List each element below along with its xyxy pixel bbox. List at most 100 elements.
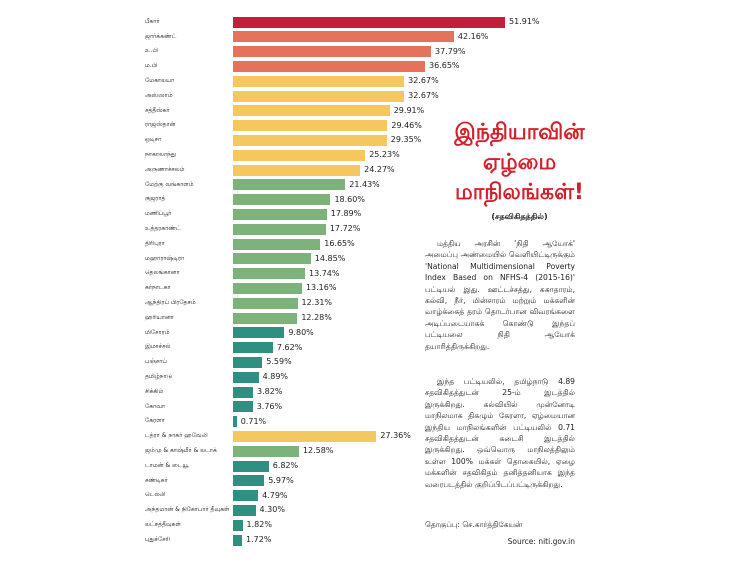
- category-label: மேற்கு வங்காளம்: [145, 180, 194, 188]
- category-label: ஜார்க்கண்ட்: [145, 32, 177, 40]
- chart-title: இந்தியாவின் ஏழ்மை மாநிலங்கள்!: [454, 120, 585, 205]
- bar: [233, 16, 505, 28]
- value-label: 1.82%: [246, 520, 272, 530]
- bar: [233, 490, 259, 502]
- category-label: திரிபுரா: [145, 239, 165, 247]
- value-label: 4.30%: [259, 505, 285, 515]
- category-label: ஹரியானா: [145, 313, 174, 321]
- value-label: 7.62%: [276, 342, 303, 352]
- value-label: 1.72%: [246, 535, 272, 544]
- value-label: 5.97%: [268, 475, 294, 485]
- category-label: கேரளா: [145, 417, 165, 425]
- category-label: மேகாலயா: [145, 76, 175, 84]
- bar: [233, 75, 405, 87]
- bar: [233, 223, 326, 235]
- bar: [233, 460, 269, 472]
- bar: [233, 238, 321, 250]
- chart-subtitle: (சதவிகிதத்தில்): [491, 212, 548, 221]
- category-label: டெல்லி: [145, 491, 166, 499]
- category-label: அஸ்ஸாம்: [145, 91, 173, 99]
- value-label: 13.74%: [308, 268, 340, 278]
- value-label: 37.79%: [435, 46, 466, 56]
- bar: [233, 445, 299, 457]
- value-label: 4.79%: [262, 490, 288, 500]
- category-label: இமாச்சல்: [145, 343, 171, 351]
- bar: [233, 90, 405, 102]
- value-label: 14.85%: [314, 253, 346, 263]
- bar: [233, 475, 265, 487]
- bar: [233, 253, 311, 265]
- category-label: மிசோரம்: [145, 328, 170, 336]
- category-label: தமிழ்நாடு: [145, 372, 172, 380]
- bar: [233, 179, 346, 191]
- value-label: 12.28%: [301, 313, 332, 322]
- value-label: 0.71%: [240, 416, 267, 426]
- category-label: சிக்கிம்: [145, 387, 164, 395]
- category-label: டத்ரா & நாகர் ஹவேலி: [145, 432, 208, 440]
- category-label: சத்தீஸ்கர்: [145, 106, 170, 114]
- bar: [233, 60, 426, 72]
- category-label: உ.பி: [145, 47, 158, 55]
- bar: [233, 519, 243, 531]
- bar: [233, 534, 242, 546]
- value-label: 12.58%: [302, 446, 334, 456]
- value-label: 24.27%: [364, 165, 395, 174]
- value-label: 3.76%: [256, 401, 283, 411]
- value-label: 4.89%: [262, 372, 289, 382]
- value-label: 42.16%: [457, 31, 489, 41]
- value-label: 16.65%: [324, 239, 355, 248]
- bar: [233, 386, 254, 398]
- credit: தொகுப்பு: செ.கார்த்திகேயன்: [425, 520, 523, 529]
- bar: [233, 134, 387, 146]
- bar: [233, 342, 273, 354]
- bar: [233, 149, 366, 161]
- category-label: ராஜஸ்தான்: [145, 121, 176, 129]
- category-label: ஜம்மு & காஷ்மீர் & லடாக்: [145, 446, 217, 454]
- bar: [233, 312, 298, 324]
- value-label: 36.65%: [429, 61, 460, 71]
- category-label: ஆந்திரப் பிரதேசம்: [145, 298, 196, 306]
- value-label: 5.59%: [266, 357, 292, 367]
- category-label: நாகாலாந்து: [145, 150, 177, 158]
- category-label: உத்தரகாண்ட்: [145, 224, 181, 232]
- source: Source: niti.gov.in: [507, 537, 575, 546]
- value-label: 29.35%: [390, 135, 422, 145]
- category-label: லட்சத்தீவுகள்: [145, 520, 181, 528]
- bar: [233, 356, 263, 368]
- bar: [233, 416, 237, 428]
- category-label: குஜராத்: [145, 195, 166, 203]
- value-label: 29.46%: [391, 120, 422, 130]
- bar: [233, 430, 377, 442]
- category-label: மணிப்பூர்: [145, 210, 172, 218]
- value-label: 17.89%: [330, 209, 362, 219]
- bar: [233, 120, 388, 132]
- category-label: அந்தமான் & நிகோபார் தீவுகள்: [145, 506, 230, 514]
- category-label: ம.பி: [145, 62, 158, 70]
- value-label: 13.16%: [305, 283, 337, 293]
- bar: [233, 327, 285, 339]
- value-label: 25.23%: [369, 150, 400, 160]
- value-label: 9.80%: [288, 327, 314, 337]
- value-label: 32.67%: [408, 76, 439, 86]
- category-label: பீகார்: [145, 17, 160, 25]
- value-label: 51.91%: [509, 17, 540, 26]
- category-label: அருணாச்சலம்: [145, 165, 185, 173]
- category-label: சண்டிகர்: [145, 476, 168, 484]
- value-label: 18.60%: [334, 194, 365, 204]
- paragraph: இந்த பட்டியலில், தமிழ்நாடு 4.89 சதவிகிதத…: [425, 377, 575, 489]
- category-label: தெலங்கானா: [145, 269, 180, 277]
- category-label: ஒடிசா: [145, 136, 162, 144]
- value-label: 12.31%: [301, 298, 333, 308]
- bar: [233, 504, 256, 516]
- category-label: மஹாராஷ்டிரா: [145, 254, 185, 262]
- bar: [233, 31, 454, 43]
- category-label: புதுச்சேரி: [145, 535, 170, 543]
- value-label: 27.36%: [380, 431, 411, 441]
- bar: [233, 105, 390, 117]
- bar: [233, 164, 361, 176]
- category-label: டாமன் & டையூ: [145, 461, 189, 469]
- value-label: 17.72%: [329, 224, 361, 234]
- category-label: கோவா: [145, 402, 166, 410]
- bar: [233, 208, 327, 220]
